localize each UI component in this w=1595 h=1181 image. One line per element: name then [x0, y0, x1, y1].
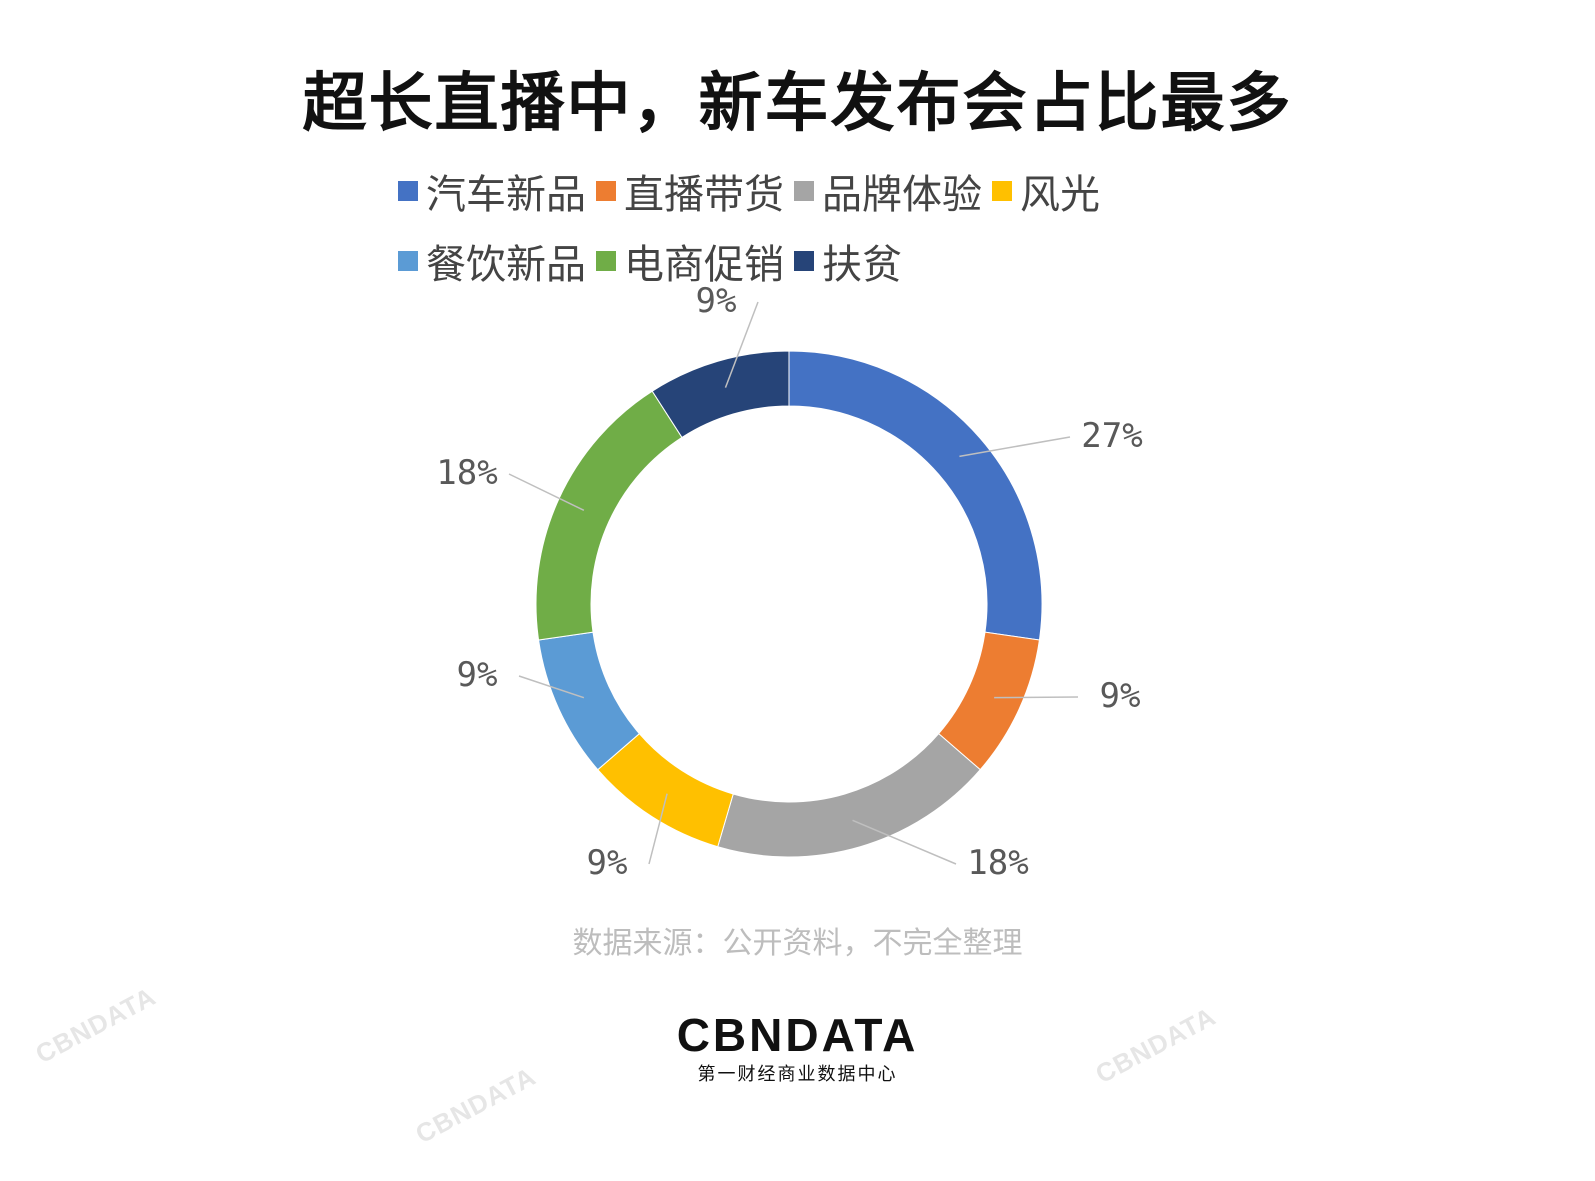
brand-tagline: 第一财经商业数据中心 — [697, 1064, 898, 1085]
source-note: 数据来源：公开资料，不完全整理 — [572, 926, 1023, 961]
donut-slice — [788, 350, 1043, 641]
donut-slice — [717, 732, 981, 858]
leader-line — [852, 819, 957, 865]
legend-item: 直播带货 — [596, 168, 784, 218]
legend-item: 餐饮新品 — [398, 238, 586, 288]
legend-swatch — [794, 251, 814, 271]
legend-label: 直播带货 — [624, 172, 784, 218]
legend-item: 汽车新品 — [398, 168, 586, 218]
legend-swatch — [596, 181, 616, 201]
legend-label: 品牌体验 — [822, 172, 982, 218]
data-label: 9% — [587, 843, 628, 883]
leader-line — [648, 793, 668, 865]
leader-line — [518, 675, 585, 699]
legend-swatch — [596, 251, 616, 271]
chart-legend: 汽车新品 直播带货 品牌体验 风光餐饮新品 电商促销 扶贫 — [398, 168, 1198, 288]
legend-label: 风光 — [1020, 172, 1100, 218]
data-label: 9% — [696, 281, 737, 321]
data-label: 18% — [967, 843, 1028, 883]
legend-swatch — [794, 181, 814, 201]
legend-label: 电商促销 — [624, 242, 784, 288]
legend-label: 扶贫 — [822, 242, 902, 288]
legend-item: 风光 — [992, 168, 1100, 218]
leader-line — [959, 436, 1071, 458]
data-label: 18% — [436, 453, 497, 493]
brand-logo: CBNDATA — [676, 1009, 919, 1061]
legend-swatch — [992, 181, 1012, 201]
leader-line — [508, 473, 585, 511]
legend-item: 电商促销 — [596, 238, 784, 288]
legend-label: 餐饮新品 — [426, 242, 586, 288]
data-label: 27% — [1081, 416, 1142, 456]
donut-slice — [535, 390, 683, 641]
data-label: 9% — [457, 655, 498, 695]
leader-line — [994, 696, 1079, 699]
legend-label: 汽车新品 — [426, 172, 586, 218]
legend-swatch — [398, 251, 418, 271]
legend-swatch — [398, 181, 418, 201]
data-label: 9% — [1100, 676, 1141, 716]
chart-title: 超长直播中，新车发布会占比最多 — [302, 67, 1293, 141]
donut-slice — [651, 350, 790, 439]
leader-line — [724, 301, 759, 388]
legend-item: 扶贫 — [794, 238, 902, 288]
legend-item: 品牌体验 — [794, 168, 982, 218]
